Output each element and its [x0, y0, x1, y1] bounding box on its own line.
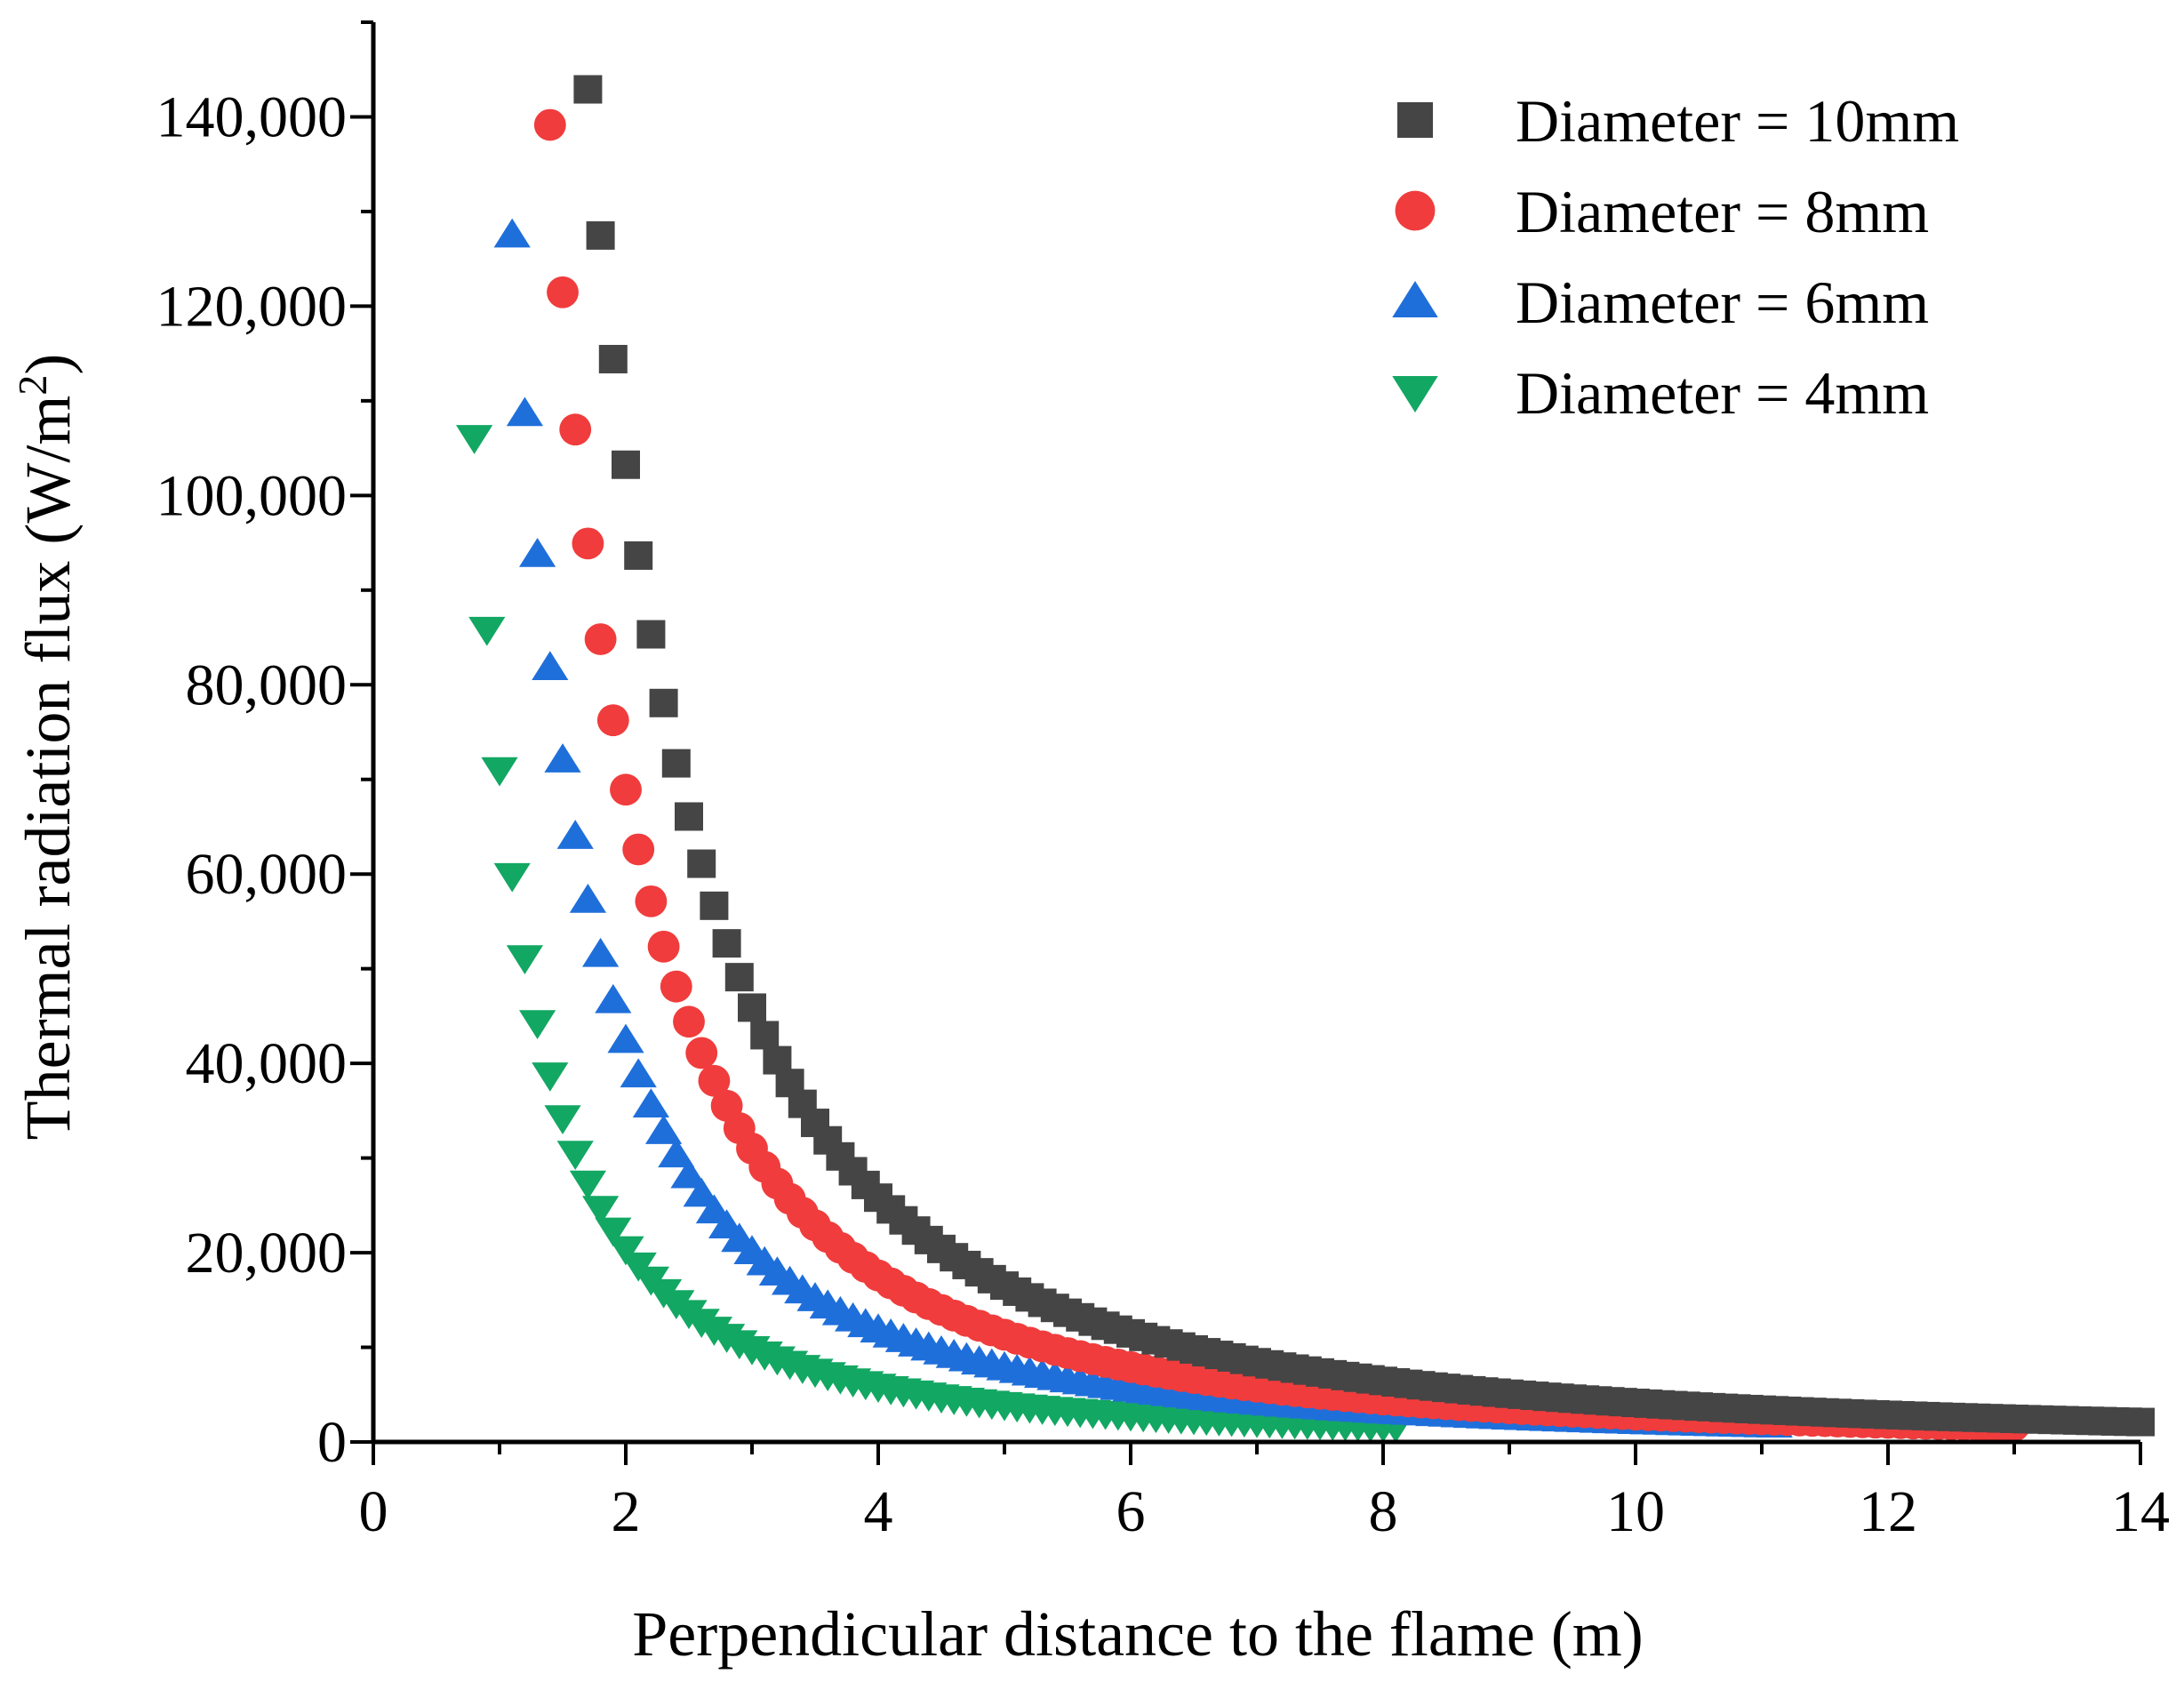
- data-point: [581, 937, 620, 967]
- y-axis-title-close: ): [12, 354, 84, 375]
- data-point: [493, 862, 531, 893]
- data-point: [675, 802, 703, 831]
- x-tick-label: 0: [359, 1479, 388, 1544]
- data-point: [573, 75, 603, 104]
- data-point: [572, 527, 604, 560]
- data-point: [506, 945, 544, 974]
- y-tick-label: 20,000: [186, 1221, 348, 1286]
- y-tick-label: 80,000: [186, 653, 348, 717]
- x-tick-label: 2: [612, 1479, 641, 1544]
- data-point: [622, 833, 655, 866]
- data-point: [700, 891, 729, 920]
- y-axis-title-main: Thermal radiation flux (W/m: [12, 396, 84, 1141]
- data-point: [644, 1115, 683, 1144]
- data-point: [581, 1196, 620, 1225]
- y-tick-label: 40,000: [186, 1031, 348, 1096]
- data-point: [607, 1023, 644, 1053]
- axes-layer: 0 2 4 6 8 10 12 14 0 20,000 40,000 60,000 80,000 100,…: [156, 20, 2170, 1544]
- x-axis-title: Perpendicular distance to the flame (m): [632, 1598, 1644, 1670]
- legend-label: Diameter = 6mm: [1516, 268, 1929, 336]
- data-point: [455, 425, 493, 454]
- data-point: [620, 1058, 657, 1088]
- data-point: [750, 1021, 780, 1050]
- series-1: [573, 75, 2155, 1437]
- data-point: [481, 757, 518, 787]
- x-tick-label: 10: [1606, 1479, 1665, 1544]
- data-point: [544, 1105, 581, 1135]
- data-point: [607, 1236, 644, 1266]
- data-point: [712, 929, 741, 958]
- legend-item: Diameter = 10mm: [1397, 87, 1959, 155]
- data-point: [2126, 1407, 2155, 1437]
- y-tick-label: 120,000: [156, 274, 348, 339]
- data-point: [683, 1177, 720, 1207]
- data-point: [670, 1158, 708, 1189]
- data-point: [673, 1005, 705, 1038]
- data-point: [658, 1138, 695, 1168]
- series-4: [455, 425, 1414, 1443]
- data-point: [468, 616, 506, 646]
- data-point: [532, 651, 569, 681]
- data-point: [624, 541, 653, 570]
- legend-marker: [1392, 281, 1438, 317]
- x-tick-label: 6: [1116, 1479, 1146, 1544]
- x-tick-label: 14: [2111, 1479, 2170, 1544]
- data-point: [632, 1088, 670, 1118]
- legend-label: Diameter = 8mm: [1516, 178, 1929, 245]
- y-axis-title: Thermal radiation flux (W/m2): [10, 354, 84, 1141]
- legend-label: Diameter = 10mm: [1516, 87, 1959, 155]
- legend-marker: [1392, 376, 1438, 412]
- legend-item: Diameter = 4mm: [1392, 359, 1929, 427]
- data-point: [556, 1141, 594, 1171]
- data-point: [518, 1010, 556, 1040]
- data-point: [595, 1217, 632, 1247]
- data-point: [649, 688, 678, 717]
- data-point: [660, 970, 692, 1003]
- data-point: [547, 276, 579, 308]
- data-point: [596, 704, 629, 737]
- data-point: [569, 1170, 607, 1200]
- legend-marker: [1395, 190, 1436, 231]
- data-point: [586, 220, 615, 250]
- data-point: [533, 108, 566, 141]
- y-axis-title-sup: 2: [10, 375, 55, 396]
- y-tick-label: 0: [317, 1410, 347, 1475]
- data-point: [661, 749, 691, 778]
- data-point: [569, 884, 607, 913]
- data-point: [559, 413, 592, 446]
- legend-item: Diameter = 8mm: [1395, 178, 1929, 245]
- legend: Diameter = 10mm Diameter = 8mm Diameter = …: [1392, 87, 1959, 427]
- data-point: [612, 450, 640, 479]
- data-point: [738, 993, 766, 1022]
- data-point: [724, 963, 754, 992]
- data-point: [687, 849, 716, 878]
- x-tick-label: 8: [1369, 1479, 1398, 1544]
- y-tick-label: 140,000: [156, 84, 348, 149]
- data-point: [598, 344, 628, 373]
- y-tick-label: 100,000: [156, 463, 348, 528]
- series-layer: [455, 75, 2155, 1443]
- data-point: [556, 820, 594, 849]
- data-point: [610, 773, 642, 806]
- x-tick-label: 4: [864, 1479, 893, 1544]
- series-3: [493, 218, 1793, 1438]
- data-point: [635, 885, 668, 917]
- legend-label: Diameter = 4mm: [1516, 359, 1929, 427]
- data-point: [532, 1062, 569, 1092]
- data-point: [584, 623, 617, 655]
- data-point: [595, 983, 632, 1013]
- data-point: [518, 537, 556, 567]
- data-point: [698, 1064, 731, 1097]
- x-tick-label: 12: [1859, 1479, 1917, 1544]
- data-point: [685, 1037, 718, 1069]
- y-tick-label: 60,000: [186, 842, 348, 907]
- data-point: [647, 930, 680, 963]
- legend-item: Diameter = 6mm: [1392, 268, 1929, 336]
- data-point: [544, 743, 581, 773]
- data-point: [636, 620, 666, 649]
- legend-marker: [1397, 102, 1433, 138]
- data-point: [506, 396, 544, 427]
- data-point: [493, 218, 531, 248]
